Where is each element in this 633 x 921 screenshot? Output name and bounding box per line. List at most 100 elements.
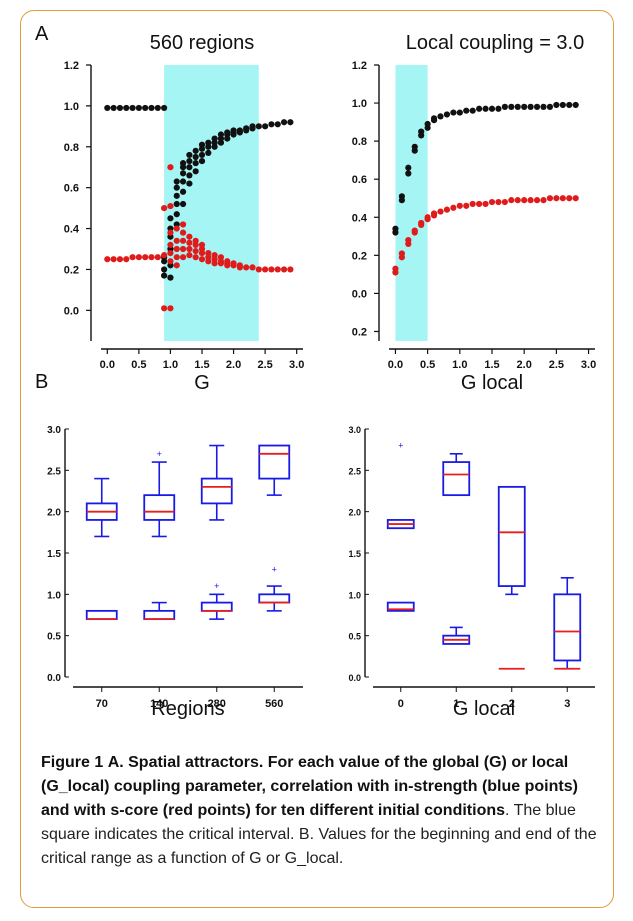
data-point-red — [179, 221, 187, 228]
x-tick-label: 1.0 — [452, 359, 467, 371]
data-point-red — [274, 266, 281, 273]
data-point-black — [104, 104, 111, 112]
chart-title: Local coupling = 3.0 — [406, 32, 584, 54]
data-point-red — [154, 254, 161, 261]
y-tick-label: 1.0 — [64, 101, 79, 113]
boxplot-upper-140: + — [143, 449, 176, 538]
data-point-black — [572, 101, 579, 109]
y-tick-label: 0.4 — [352, 212, 368, 224]
figure-frame: A B 0.0 0.5 1.0 1.5 2.0 2.5 3.0 0.0 0.2 0.4 0.6 0.8… — [20, 10, 614, 908]
data-point-black — [430, 115, 438, 122]
data-point-black — [280, 119, 288, 126]
panel-a-letter: A — [35, 23, 49, 45]
data-point-black — [392, 225, 399, 232]
box-body — [258, 593, 291, 604]
y-tick-label: 0.0 — [64, 305, 79, 317]
data-point-black — [173, 184, 180, 191]
data-point-black — [173, 211, 180, 218]
data-point-red — [167, 258, 174, 265]
data-point-red — [268, 266, 275, 273]
boxplot-lower-140 — [143, 601, 176, 621]
data-point-red — [236, 262, 243, 269]
y-tick-label: 3.0 — [348, 425, 361, 435]
data-point-black — [566, 101, 573, 109]
data-point-red — [540, 197, 547, 204]
data-point-black — [424, 120, 431, 128]
box-body — [200, 477, 233, 505]
data-point-red — [553, 195, 560, 202]
boxplot-lower-280: + — [200, 581, 233, 620]
data-point-black — [255, 123, 262, 130]
y-tick-label: 2.0 — [348, 508, 361, 518]
data-point-red — [167, 305, 174, 312]
y-tick-label: 1.2 — [64, 60, 79, 72]
data-point-red — [262, 266, 269, 273]
data-point-black — [476, 105, 483, 112]
data-point-black — [287, 119, 294, 126]
y-tick-label: 0.4 — [64, 224, 80, 236]
x-tick-label: 3.0 — [289, 359, 304, 371]
y-tick-label: 1.5 — [348, 549, 361, 559]
data-point-red — [450, 204, 457, 211]
data-point-black — [514, 103, 521, 110]
data-point-black — [205, 139, 212, 146]
x-tick-label: 2.5 — [549, 359, 564, 371]
x-axis-label: G local — [453, 698, 515, 720]
data-point-black — [469, 107, 476, 114]
boxplot-upper-0: + — [386, 441, 415, 530]
data-point-black — [186, 180, 193, 187]
data-point-red — [411, 227, 418, 234]
data-point-black — [540, 103, 547, 110]
data-point-black — [179, 178, 187, 185]
data-point-black — [135, 104, 142, 112]
boxplot-lower-70 — [85, 609, 118, 621]
data-point-red — [192, 237, 199, 244]
data-point-black — [262, 123, 269, 130]
data-point-black — [398, 193, 405, 200]
data-point-red — [173, 245, 180, 253]
data-point-black — [192, 153, 199, 161]
data-point-black — [179, 200, 187, 208]
y-tick-label: 0.2 — [64, 264, 79, 276]
box-body — [258, 444, 291, 480]
boxplot-upper-70 — [85, 477, 118, 538]
data-point-black — [198, 157, 206, 165]
box-body — [442, 461, 471, 497]
data-point-red — [179, 245, 187, 253]
data-point-red — [456, 202, 463, 209]
data-point-black — [211, 135, 218, 142]
x-tick-label: 1 — [453, 698, 459, 710]
data-point-red — [501, 198, 508, 206]
y-tick-label: 0.5 — [47, 632, 61, 643]
data-point-black — [154, 104, 161, 112]
data-point-black — [167, 274, 174, 281]
x-tick-label: 0.0 — [388, 359, 403, 371]
boxplot-upper-280 — [200, 444, 233, 521]
data-point-black — [116, 104, 124, 112]
data-point-red — [488, 198, 496, 206]
data-point-red — [198, 256, 206, 263]
data-point-red — [424, 214, 431, 221]
data-point-red — [230, 260, 237, 267]
y-tick-label: 1.2 — [352, 60, 367, 72]
outlier-marker: + — [214, 581, 219, 591]
data-point-black — [243, 125, 250, 132]
data-point-black — [437, 113, 444, 120]
data-point-red — [173, 254, 180, 261]
data-point-black — [411, 143, 418, 150]
boxplot-lower-0 — [386, 601, 415, 612]
data-point-black — [173, 200, 180, 208]
data-point-red — [167, 229, 174, 236]
data-point-red — [110, 256, 117, 263]
data-point-black — [192, 147, 199, 154]
data-point-black — [167, 215, 174, 222]
data-point-black — [463, 107, 470, 114]
data-point-red — [527, 197, 534, 204]
data-point-black — [192, 168, 199, 175]
boxplot-upper-3 — [553, 576, 582, 670]
box-body — [200, 601, 233, 612]
x-tick-label: 560 — [265, 698, 283, 710]
data-point-red — [148, 254, 155, 261]
y-tick-label: 0.8 — [64, 142, 79, 154]
data-point-black — [198, 151, 206, 159]
